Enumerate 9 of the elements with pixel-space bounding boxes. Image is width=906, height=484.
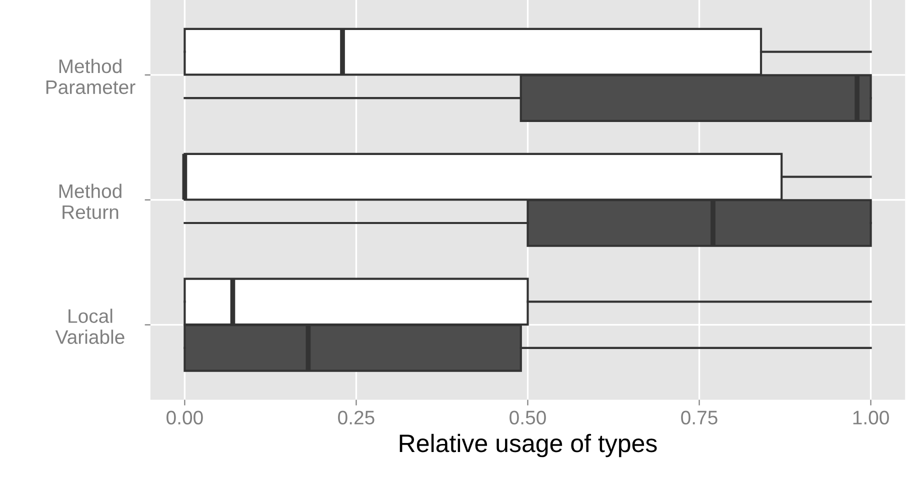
x-tick-label: 0.75 <box>681 410 718 424</box>
y-tick-label: Method Parameter <box>46 58 136 94</box>
x-tick-label: 0.50 <box>510 410 546 424</box>
x-tick-label: 0.00 <box>166 410 203 424</box>
x-tick-label: 0.25 <box>338 410 374 424</box>
y-tick-label: Method Return <box>59 184 122 220</box>
x-tick-label: 1.00 <box>853 410 889 424</box>
y-tick-label: Local Variable <box>55 308 124 344</box>
x-axis-title: Relative usage of types <box>400 434 657 458</box>
